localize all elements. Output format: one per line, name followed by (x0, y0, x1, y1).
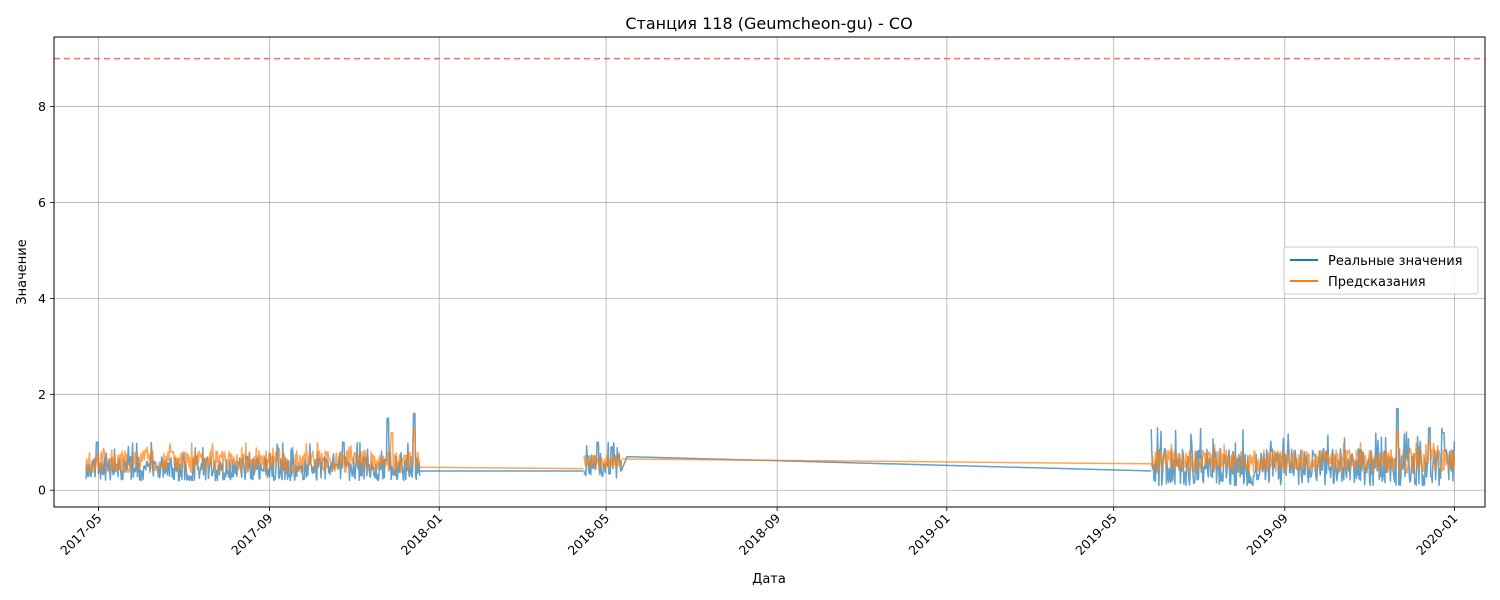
y-tick-label: 0 (38, 483, 46, 498)
y-axis-label: Значение (15, 239, 30, 304)
legend-label-real: Реальные значения (1328, 254, 1463, 269)
series-line-predicted (85, 427, 1456, 474)
plot-frame (53, 36, 1486, 508)
y-tick-label: 6 (38, 195, 46, 210)
legend-box (1283, 246, 1479, 295)
legend: Реальные значения Предсказания (1283, 246, 1479, 295)
chart-title: Станция 118 (Geumcheon-gu) - CO (625, 14, 912, 33)
y-axis: 0 2 4 6 8 (38, 99, 54, 498)
grid (54, 37, 1485, 507)
x-axis-label: Дата (752, 572, 786, 587)
y-tick-label: 2 (38, 387, 46, 402)
legend-label-predicted: Предсказания (1328, 275, 1426, 290)
y-tick-label: 8 (38, 99, 46, 114)
series-group (85, 407, 1456, 487)
y-tick-label: 4 (38, 291, 46, 306)
